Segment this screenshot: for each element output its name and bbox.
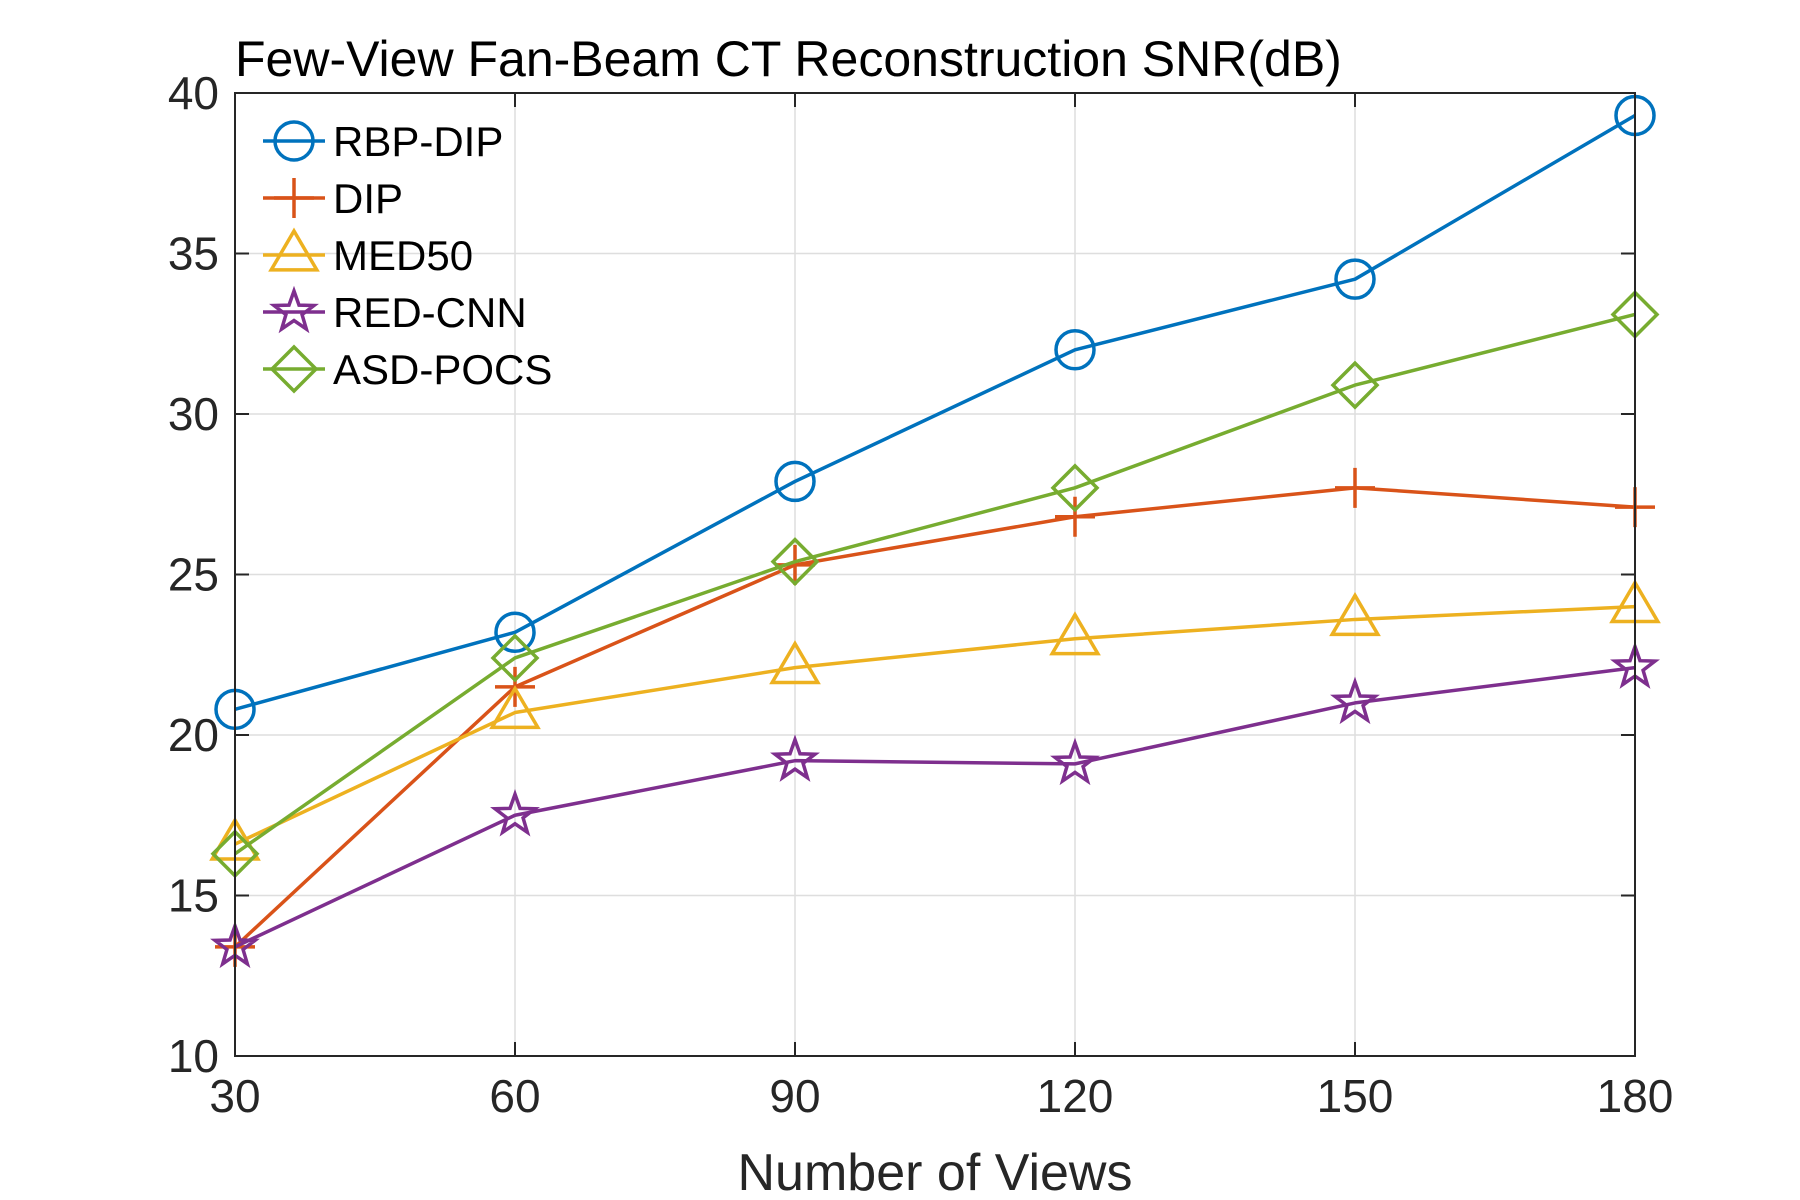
legend-marker [269,285,319,334]
series-line [234,604,1636,846]
data-point [1050,737,1100,786]
data-point [1335,467,1375,508]
legend-marker [273,120,315,162]
legend-marker [269,344,319,394]
x-axis-label: Number of Views [738,1144,1133,1200]
y-tick-label: 30 [168,388,219,440]
data-point [489,685,541,730]
series-line [233,312,1636,856]
x-tick-label: 30 [209,1070,260,1122]
series-line [233,486,1636,949]
data-point [490,789,540,837]
data-point [1329,591,1381,637]
data-point [1050,463,1100,513]
legend-item: DIP [263,175,403,222]
chart-title: Few-View Fan-Beam CT Reconstruction SNR(… [235,31,1342,87]
data-point [1054,329,1096,371]
y-tick-label: 25 [168,549,219,601]
legend-label: ASD-POCS [333,346,552,393]
data-point [1330,360,1380,410]
series-asd-pocs [210,290,1660,879]
x-tick-label: 180 [1597,1070,1674,1122]
y-tick-label: 10 [168,1030,219,1082]
data-point [769,640,821,685]
series-line [234,113,1636,712]
y-tick-label: 35 [168,228,219,280]
y-tick-label: 15 [168,870,219,922]
data-point [490,633,540,683]
legend-marker [274,178,314,218]
series-line [234,665,1636,949]
y-tick-label: 40 [168,67,219,119]
x-tick-label: 90 [769,1070,820,1122]
y-tick-label: 20 [168,709,219,761]
legend-label: RED-CNN [333,289,527,336]
data-point [1330,676,1380,725]
axes: 30 60 90 120 150 180 10 15 20 25 30 35 40 [168,67,1674,1122]
data-point [770,734,820,782]
data-point [770,537,820,587]
x-tick-label: 60 [489,1070,540,1122]
data-point [1334,258,1376,300]
legend-item: RED-CNN [263,285,527,336]
data-point [1055,496,1095,537]
data-point [1049,611,1101,656]
series-rbp-dip [214,94,1656,731]
legend-label: MED50 [333,232,473,279]
legend-label: DIP [333,175,403,222]
legend-label: RBP-DIP [333,118,503,165]
data-point [494,611,536,654]
legend-item: RBP-DIP [263,118,503,165]
series-layer [209,94,1661,969]
x-tick-label: 150 [1317,1070,1394,1122]
legend: RBP-DIP DIP MED50 RED-CNN ASD-POCS [263,118,552,394]
data-point [774,460,816,503]
legend-item: MED50 [263,227,473,279]
legend-marker [268,227,320,272]
legend-item: ASD-POCS [263,344,552,394]
x-tick-label: 120 [1037,1070,1114,1122]
